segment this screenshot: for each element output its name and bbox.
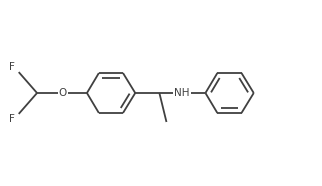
Text: F: F [9,62,14,72]
Text: NH: NH [174,88,190,98]
Text: F: F [9,114,14,124]
Text: O: O [59,88,67,98]
